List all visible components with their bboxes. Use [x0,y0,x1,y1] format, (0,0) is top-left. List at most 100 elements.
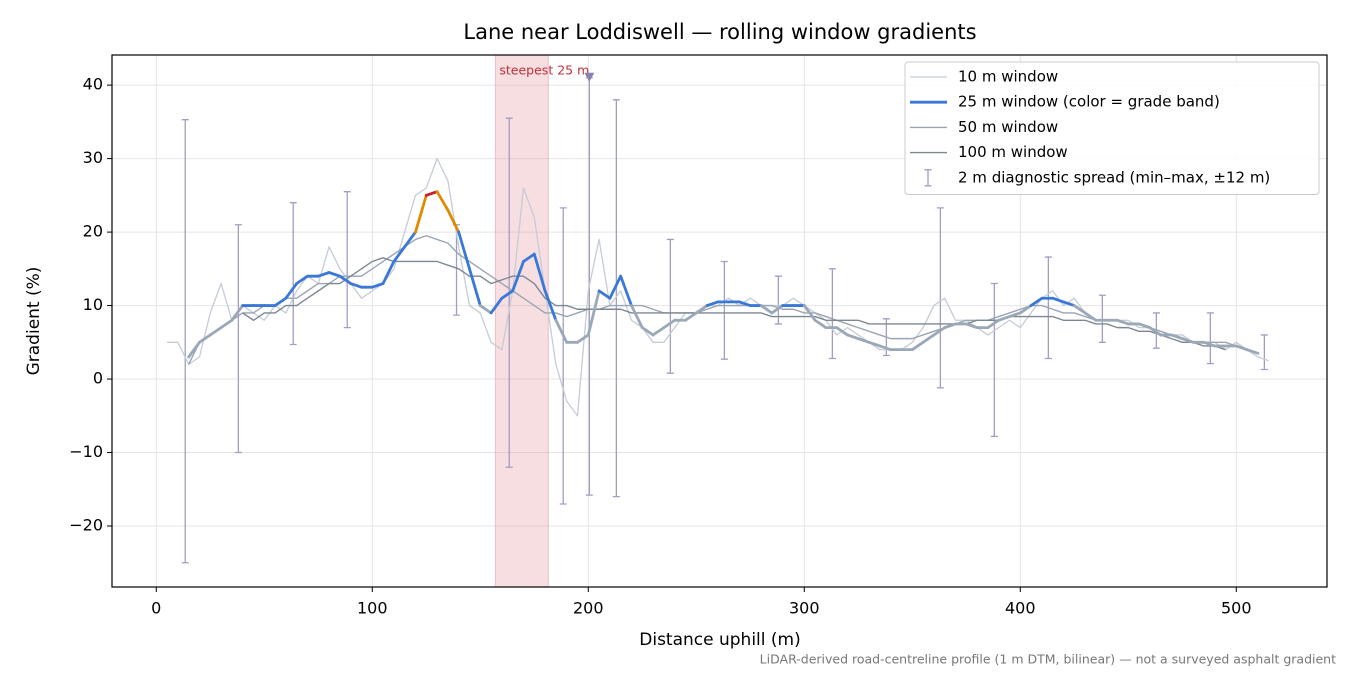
series-segment [349,282,363,289]
spread-whisker [1206,312,1214,365]
series-segment [295,274,309,285]
series-segment [1170,333,1184,341]
legend-label: 10 m window [958,68,1058,86]
x-tick-label: 0 [151,599,161,618]
chart-title: Lane near Loddiswell — rolling window gr… [463,20,976,44]
spread-bar [1260,334,1268,371]
x-tick-label: 200 [573,599,604,618]
spread-whisker [828,268,836,360]
series-segment [1137,322,1152,330]
spread-whisker [1260,334,1268,371]
series-segment [1029,296,1044,307]
legend-box [904,61,1320,195]
series-segment [943,322,957,330]
series-segment [1083,311,1098,322]
spread-bar [289,202,297,346]
spread-bar [990,282,998,438]
spread-bar [666,238,674,374]
series-segment [1180,337,1195,344]
spread-bar [559,207,567,505]
spread-whisker [936,207,944,389]
series-segment [424,190,439,197]
spread-whisker [666,238,674,374]
series-segment [403,230,417,249]
series-segment [1148,326,1163,337]
series-segment [630,304,644,330]
spread-bar [181,119,189,564]
series-segment [705,300,720,307]
x-tick-label: 400 [1005,599,1036,618]
spread-whisker [453,224,461,316]
series-segment [835,326,849,337]
series-segment [511,260,525,293]
y-tick-label: −20 [69,516,103,535]
series-segment [316,271,331,278]
y-tick-label: 20 [83,222,103,241]
series-segment [554,318,569,344]
spread-bar [828,268,836,360]
series-segment [986,318,1001,330]
highlight-label: steepest 25 m [499,63,589,78]
series-segment [608,274,623,300]
y-axis-label: Gradient (%) [24,267,44,376]
series-segment [1018,304,1033,315]
series-segment [327,271,342,278]
spread-whisker [181,119,189,564]
x-tick-label: 100 [357,599,388,618]
series-segment [468,267,482,307]
series-segment [1202,340,1217,348]
series-segment [1234,344,1249,352]
series-segment [846,333,860,341]
footnote: LiDAR-derived road-centreline profile (1… [760,652,1336,667]
series-segment [1072,304,1087,315]
series-segment [813,318,828,330]
spread-whisker [289,202,297,346]
series-segment [910,340,925,352]
series-segment [392,245,407,263]
series-segment [219,318,234,330]
series-segment [1008,311,1022,318]
series-segment [198,333,212,344]
plot-frame [111,54,1328,588]
series-segment [273,296,288,307]
series-segment [435,190,450,212]
spread-bar [453,224,461,316]
series-line [188,235,1259,365]
x-tick-label: 300 [789,599,820,618]
series-segment [284,282,299,300]
y-tick-label: 10 [83,295,103,314]
series-segment [921,333,936,344]
spread-whisker [234,224,242,454]
spread-bar [720,260,728,360]
x-tick-label: 500 [1221,599,1252,618]
y-tick-label: 0 [93,369,103,388]
highlight-band [494,54,549,588]
series-segment [997,315,1011,322]
spread-whisker [343,191,351,329]
series-segment [867,340,882,348]
legend-label: 25 m window (color = grade band) [958,93,1220,111]
series-segment [932,326,947,337]
spread-whisker [990,282,998,438]
series-line [167,157,1269,417]
series-segment [640,326,655,337]
series-line [242,257,1226,351]
series-segment [651,326,666,337]
series-segment [381,260,396,285]
legend-label: 100 m window [958,143,1068,161]
series-segment [684,311,698,322]
series-segment [856,337,871,344]
spread-bar [343,191,351,329]
series-segment [478,304,493,315]
spread-whisker [720,260,728,360]
spread-bar [234,224,242,454]
y-tick-label: −10 [69,442,103,461]
spread-whisker [1098,294,1106,343]
series-segment [489,296,504,315]
series-segment [522,252,536,263]
series-segment [543,289,558,322]
y-tick-label: 30 [83,148,103,167]
spread-bar [1098,294,1106,343]
series-segment [457,230,471,271]
spread-whisker [559,207,567,505]
